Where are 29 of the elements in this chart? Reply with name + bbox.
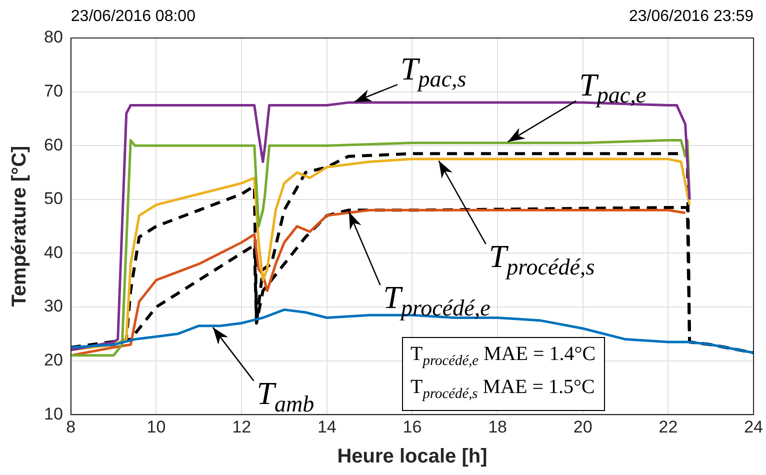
x-tick-label: 14 (317, 417, 336, 436)
y-tick-label: 40 (44, 242, 63, 262)
annotation: T$_{procédé,e}$ (383, 279, 490, 321)
y-tick-label: 70 (44, 81, 63, 100)
annotation: T$_{procédé,e}$ MAE = 1.4°C (410, 342, 596, 371)
annotation: T$_{procédé,s}$ (488, 238, 595, 280)
text: 23/06/2016 08:00 (70, 8, 196, 26)
annotation: T$_{pac,e}$ (579, 66, 646, 108)
x-tick-label: 10 (146, 417, 166, 436)
y-tick-label: 30 (44, 296, 63, 316)
y-tick-label: 60 (44, 135, 63, 154)
x-axis-title: Heure locale [h] (337, 446, 488, 468)
y-axis-title: Température [°C] (8, 146, 31, 307)
legend-box: T$_{procédé,e}$ MAE = 1.4°C T$_{procédé,s}$ MAE = 1.5°C (402, 336, 605, 411)
y-tick-label: 10 (44, 404, 63, 424)
x-tick-label: 22 (658, 417, 678, 436)
x-tick-label: 24 (744, 417, 764, 436)
x-tick-label: 16 (402, 417, 422, 436)
y-tick-label: 20 (44, 350, 63, 370)
x-tick-label: 8 (66, 417, 76, 436)
text: 23/06/2016 23:59 (628, 8, 754, 26)
annotation: T$_{amb}$ (256, 374, 314, 416)
annotation: T$_{pac,s}$ (400, 50, 466, 92)
x-tick-label: 18 (488, 417, 508, 436)
y-tick-label: 50 (44, 189, 63, 208)
annotation: T$_{procédé,s}$ MAE = 1.5°C (410, 374, 596, 404)
x-tick-label: 20 (573, 417, 592, 436)
x-tick-label: 12 (232, 417, 252, 436)
y-tick-label: 80 (44, 28, 63, 47)
